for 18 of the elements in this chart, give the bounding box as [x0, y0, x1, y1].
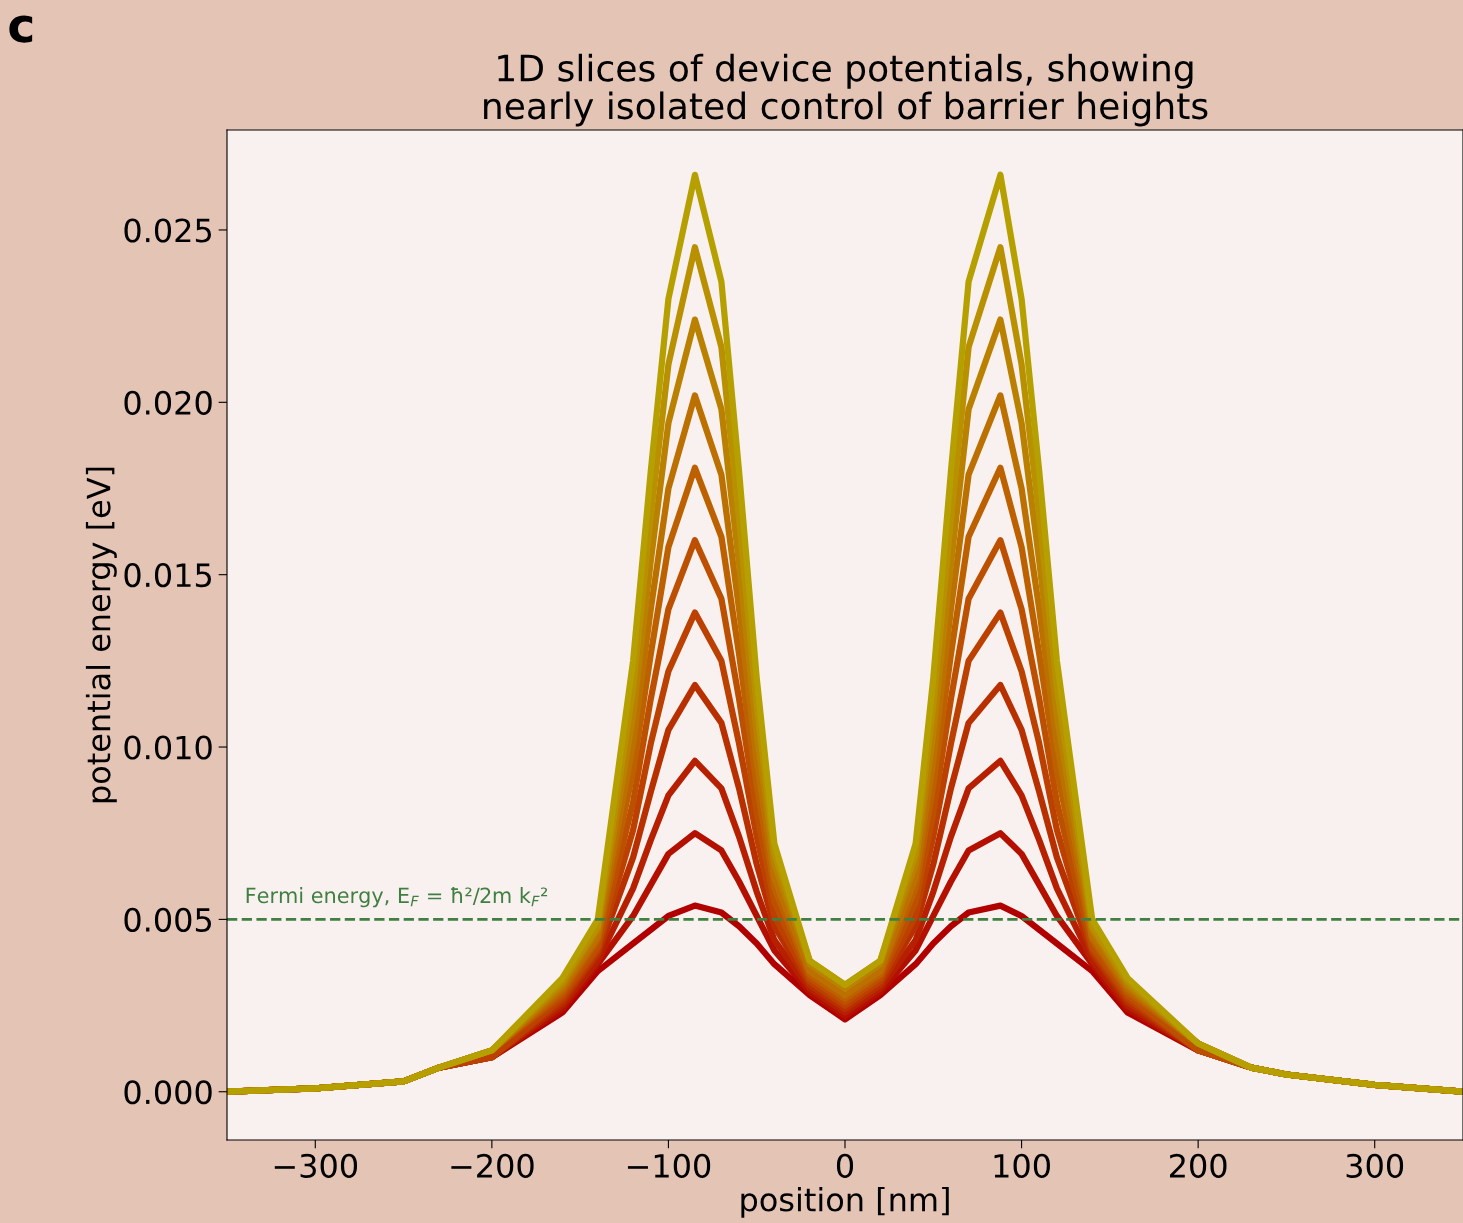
- y-axis-title: potential energy [eV]: [85, 467, 117, 803]
- y-tick-label: 0.000: [124, 1080, 212, 1105]
- ref-line-label: Fermi energy, E$_{F}$ = ħ²/2m k$_{F}$²: [246, 887, 548, 908]
- x-tick-label: −300: [274, 1153, 358, 1178]
- y-tick-label: 0.025: [124, 218, 212, 243]
- x-tick-label: 300: [1346, 1153, 1404, 1178]
- chart-title: 1D slices of device potentials, showing nearly isolated control of barrier heights: [484, 53, 1208, 127]
- y-tick-label: 0.015: [124, 563, 212, 588]
- x-tick-label: −200: [451, 1153, 534, 1178]
- x-tick-label: 0: [836, 1153, 854, 1178]
- x-tick-label: 100: [994, 1153, 1050, 1178]
- x-tick-label: −100: [627, 1153, 711, 1178]
- text: c: [9, 15, 33, 43]
- y-tick-label: 0.020: [124, 390, 212, 415]
- x-tick-label: 200: [1170, 1153, 1227, 1178]
- y-tick-label: 0.005: [124, 907, 212, 932]
- y-tick-label: 0.010: [124, 735, 212, 760]
- x-axis-title: position [nm]: [741, 1186, 949, 1218]
